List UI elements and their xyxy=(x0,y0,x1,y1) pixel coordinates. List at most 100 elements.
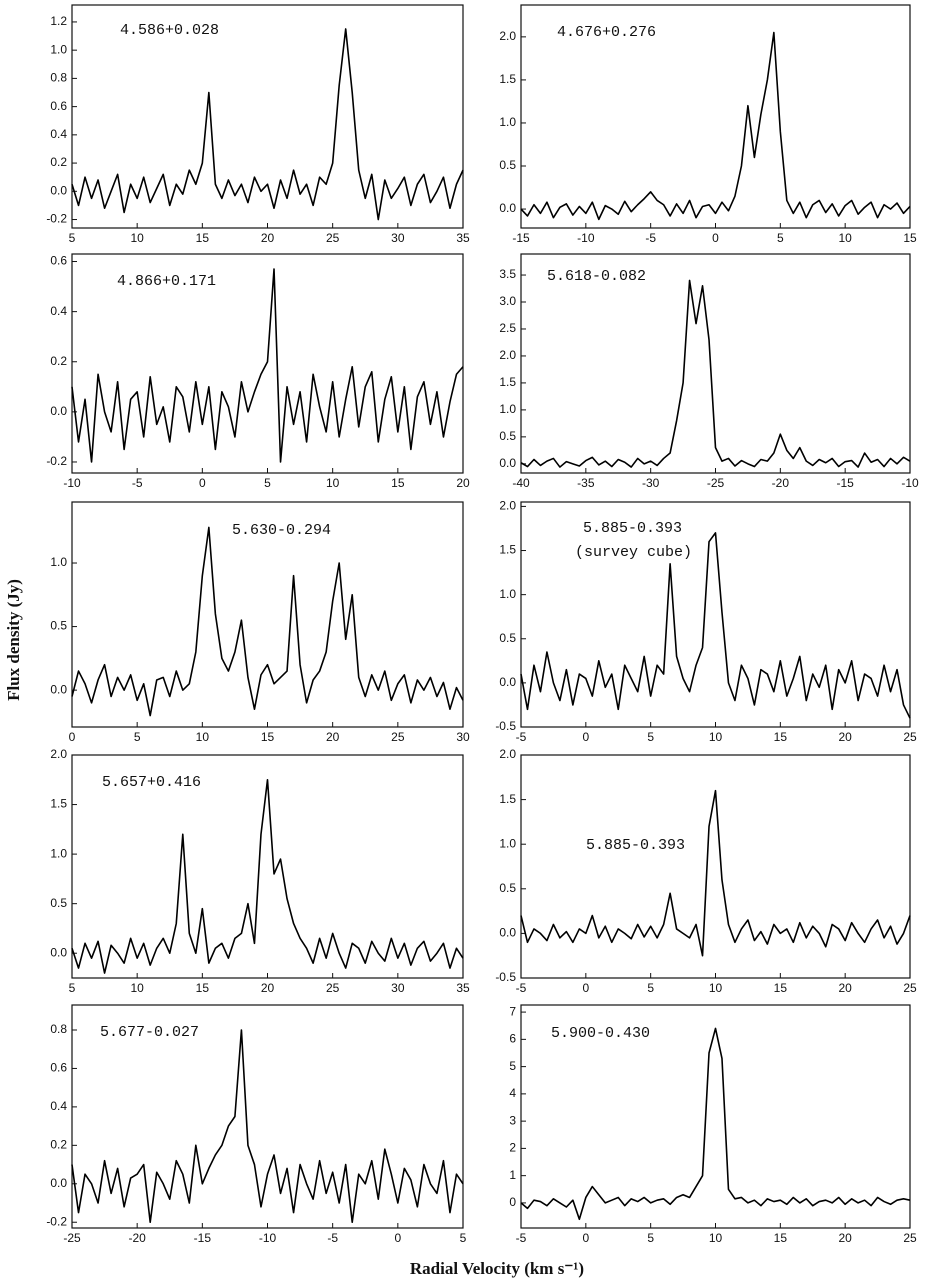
x-tick-label: 10 xyxy=(709,1231,723,1245)
y-tick-label: -0.5 xyxy=(495,970,516,984)
x-tick-label: -20 xyxy=(128,1231,146,1245)
panel-label: 4.676+0.276 xyxy=(557,24,656,41)
x-tick-label: -10 xyxy=(901,476,919,490)
x-tick-label: 5 xyxy=(647,730,654,744)
y-tick-label: 0.2 xyxy=(50,155,67,169)
x-tick-label: 0 xyxy=(582,1231,589,1245)
y-tick-label: 0.0 xyxy=(499,675,516,689)
x-tick-label: 5 xyxy=(264,476,271,490)
x-tick-label: -25 xyxy=(63,1231,81,1245)
y-tick-label: 0.0 xyxy=(50,945,67,959)
panel-label: 5.657+0.416 xyxy=(102,774,201,791)
y-tick-label: 0.0 xyxy=(50,1176,67,1190)
x-tick-label: -10 xyxy=(577,231,595,245)
y-tick-label: 0.0 xyxy=(499,201,516,215)
y-tick-label: 4 xyxy=(509,1086,516,1100)
y-axis-title: Flux density (Jy) xyxy=(4,579,23,701)
x-tick-label: 5 xyxy=(647,1231,654,1245)
y-tick-label: 3.0 xyxy=(499,294,516,308)
y-tick-label: -0.2 xyxy=(46,454,67,468)
y-tick-label: 1.5 xyxy=(499,792,516,806)
x-tick-label: 10 xyxy=(130,981,144,995)
x-tick-label: 0 xyxy=(69,730,76,744)
spectrum-line xyxy=(520,1027,911,1221)
x-tick-label: -5 xyxy=(645,231,656,245)
x-tick-label: -20 xyxy=(772,476,790,490)
y-tick-label: 1.5 xyxy=(499,375,516,389)
y-tick-label: 0.0 xyxy=(499,456,516,470)
x-tick-label: 5 xyxy=(460,1231,467,1245)
y-tick-label: 0.5 xyxy=(50,619,67,633)
x-tick-label: 25 xyxy=(326,231,340,245)
x-tick-label: 15 xyxy=(261,730,275,744)
x-tick-label: 5 xyxy=(647,981,654,995)
x-tick-label: 0 xyxy=(582,730,589,744)
x-tick-label: 5 xyxy=(134,730,141,744)
panel-label: 5.618-0.082 xyxy=(547,268,646,285)
x-tick-label: 10 xyxy=(709,730,723,744)
spectrum-line xyxy=(520,31,911,221)
y-tick-label: 0.4 xyxy=(50,1099,67,1113)
x-tick-label: 10 xyxy=(326,476,340,490)
y-tick-label: 0.5 xyxy=(499,429,516,443)
x-tick-label: -25 xyxy=(707,476,725,490)
panel-label: 5.885-0.393 xyxy=(583,520,682,537)
spectrum-line xyxy=(71,1029,464,1224)
x-tick-label: 15 xyxy=(774,981,788,995)
x-tick-label: 0 xyxy=(712,231,719,245)
x-tick-label: 30 xyxy=(456,730,470,744)
y-tick-label: 0.2 xyxy=(50,354,67,368)
y-tick-label: 1.0 xyxy=(499,587,516,601)
x-tick-label: 5 xyxy=(777,231,784,245)
x-tick-label: 30 xyxy=(391,231,405,245)
x-tick-label: -15 xyxy=(194,1231,212,1245)
x-tick-label: 5 xyxy=(69,231,76,245)
x-tick-label: -5 xyxy=(516,730,527,744)
y-tick-label: 1 xyxy=(509,1168,516,1182)
y-tick-label: 2.0 xyxy=(499,499,516,513)
x-tick-label: -5 xyxy=(132,476,143,490)
panel-label: 5.885-0.393 xyxy=(586,837,685,854)
x-tick-label: 30 xyxy=(391,981,405,995)
x-tick-label: 20 xyxy=(261,981,275,995)
x-tick-label: 15 xyxy=(391,476,405,490)
x-tick-label: 0 xyxy=(582,981,589,995)
x-tick-label: 10 xyxy=(709,981,723,995)
y-tick-label: 1.2 xyxy=(50,14,67,28)
y-tick-label: 0.8 xyxy=(50,71,67,85)
panel-label: 5.900-0.430 xyxy=(551,1025,650,1042)
y-tick-label: 0.5 xyxy=(50,896,67,910)
y-tick-label: 0.6 xyxy=(50,254,67,268)
x-tick-label: -15 xyxy=(836,476,854,490)
y-tick-label: 6 xyxy=(509,1032,516,1046)
y-tick-label: 0.2 xyxy=(50,1138,67,1152)
y-tick-label: 0.0 xyxy=(50,682,67,696)
y-tick-label: 1.5 xyxy=(499,543,516,557)
y-tick-label: 1.0 xyxy=(50,846,67,860)
x-tick-label: 25 xyxy=(903,730,917,744)
x-tick-label: 10 xyxy=(196,730,210,744)
x-tick-label: 10 xyxy=(130,231,144,245)
x-tick-label: 15 xyxy=(903,231,917,245)
y-tick-label: 2 xyxy=(509,1141,516,1155)
panel-label: 4.866+0.171 xyxy=(117,273,216,290)
x-tick-label: 20 xyxy=(326,730,340,744)
y-tick-label: 0.5 xyxy=(499,158,516,172)
y-tick-label: 5 xyxy=(509,1059,516,1073)
y-tick-label: 0.4 xyxy=(50,127,67,141)
x-tick-label: -40 xyxy=(512,476,530,490)
x-tick-label: 20 xyxy=(261,231,275,245)
x-tick-label: 20 xyxy=(838,730,852,744)
spectrum-line xyxy=(520,279,911,468)
y-tick-label: 7 xyxy=(509,1004,516,1018)
x-tick-label: 35 xyxy=(456,981,470,995)
y-tick-label: 0.8 xyxy=(50,1022,67,1036)
x-tick-label: 10 xyxy=(838,231,852,245)
x-tick-label: 0 xyxy=(199,476,206,490)
y-tick-label: 1.0 xyxy=(499,115,516,129)
y-tick-label: 0.5 xyxy=(499,631,516,645)
plot-frame xyxy=(520,754,911,979)
y-tick-label: 2.0 xyxy=(499,29,516,43)
